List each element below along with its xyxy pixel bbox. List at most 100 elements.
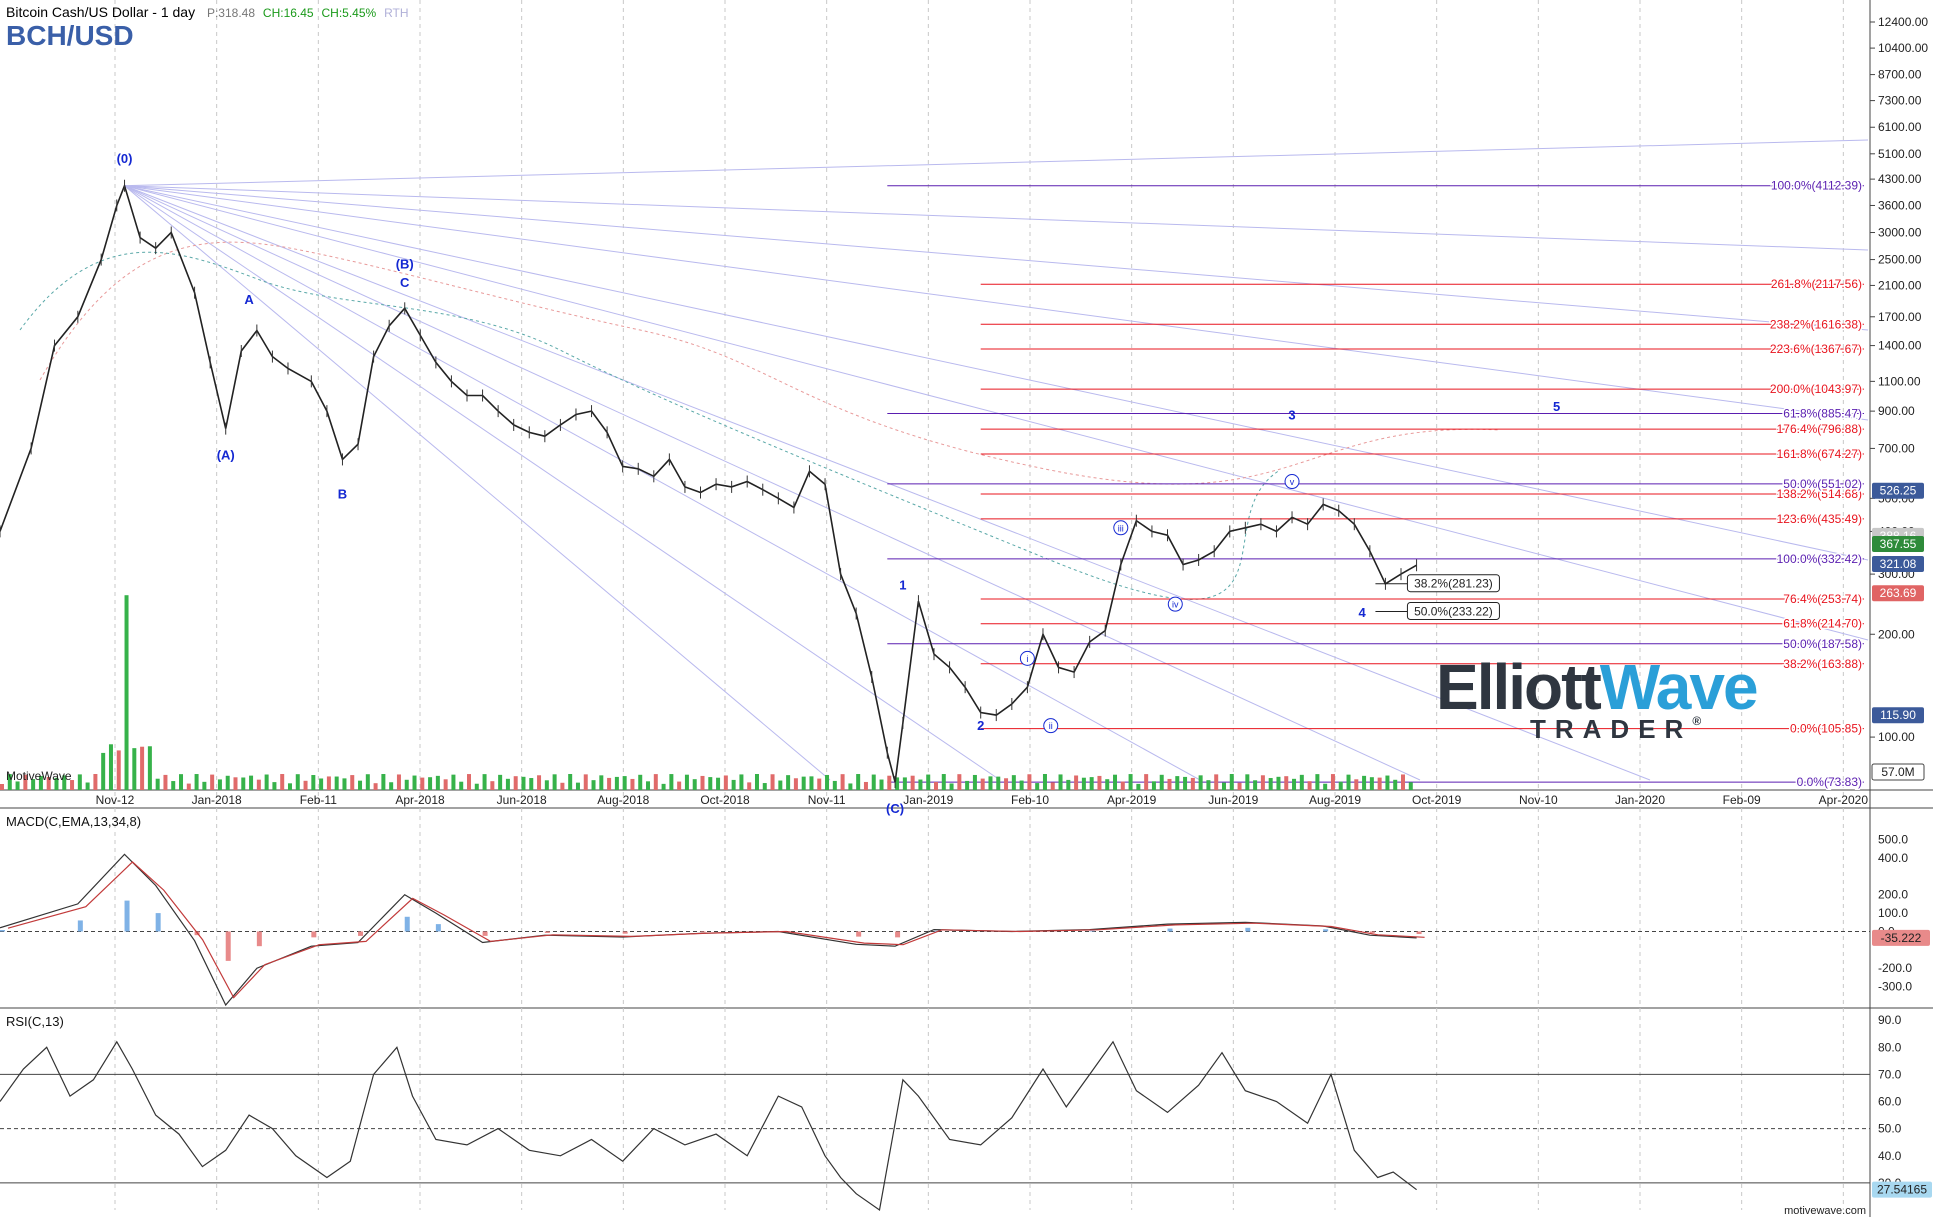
- price-tag-label: 367.55: [1880, 537, 1917, 551]
- y-tick-label: 1700.00: [1878, 310, 1922, 324]
- volume-bar: [560, 782, 565, 790]
- volume-bar: [513, 776, 518, 790]
- x-tick-label: Jan-2018: [192, 793, 242, 807]
- volume-bar: [926, 774, 931, 790]
- macd-value-tag: [1872, 929, 1930, 946]
- volume-bar: [202, 781, 207, 790]
- volume-bar: [140, 746, 145, 790]
- volume-bar: [653, 774, 658, 790]
- price-readout: P:318.48: [206, 6, 256, 20]
- volume-bar: [287, 783, 292, 790]
- volume-bar: [85, 782, 90, 790]
- fan-line: [124, 185, 1001, 781]
- macd-histogram-bar: [1369, 931, 1375, 933]
- volume-bar: [295, 774, 300, 790]
- volume-bar: [467, 774, 471, 790]
- x-tick-label: Aug-2018: [597, 793, 649, 807]
- volume-bar: [568, 774, 573, 790]
- volume-bar: [684, 774, 689, 790]
- fib-extension-label: 176.4%(796.88): [1777, 422, 1862, 436]
- price-tag: [1872, 482, 1924, 499]
- volume-bar: [443, 779, 448, 790]
- wave-label: 4: [1358, 605, 1366, 620]
- x-tick-label: Aug-2019: [1309, 793, 1361, 807]
- wave-label-circled: i: [1019, 650, 1035, 666]
- x-tick-label: Apr-2019: [1107, 793, 1157, 807]
- price-tag: [1872, 535, 1924, 552]
- volume-bar: [1120, 781, 1125, 790]
- wave-label-circled-text: ii: [1049, 721, 1053, 731]
- volume-bar: [1354, 779, 1359, 790]
- volume-bar: [1299, 774, 1304, 790]
- volume-bar: [101, 752, 106, 790]
- volume-bar: [622, 776, 627, 790]
- volume-bar: [186, 783, 191, 790]
- rsi-line: [0, 1040, 1417, 1212]
- volume-bar: [1074, 775, 1079, 790]
- fib-retracement-label: 100.0%(4112.39): [1771, 179, 1862, 193]
- x-tick-label: Apr-2020: [1819, 793, 1869, 807]
- volume-bar: [1268, 778, 1273, 790]
- volume-bar: [716, 777, 721, 790]
- volume-bar: [1097, 775, 1102, 790]
- volume-bar: [941, 774, 946, 790]
- fib-extension-label: 138.2%(514.68): [1777, 487, 1862, 501]
- wave-label: A: [244, 292, 254, 307]
- volume-bar: [1035, 783, 1040, 790]
- x-tick-label: Apr-2018: [395, 793, 445, 807]
- volume-bar: [1229, 774, 1234, 790]
- volume-bar: [358, 780, 363, 790]
- volume-bar: [303, 780, 308, 790]
- y-tick-label: 8700.00: [1878, 68, 1922, 82]
- wave-label-circled-text: v: [1290, 477, 1295, 487]
- fib-extension-label: 238.2%(1616.38): [1770, 317, 1862, 331]
- fan-line: [124, 185, 1421, 781]
- volume-bar: [1338, 781, 1343, 790]
- volume-bar: [171, 781, 176, 790]
- volume-tag: [1871, 763, 1925, 781]
- volume-bar: [474, 783, 479, 790]
- wave-label-circle: [1113, 520, 1129, 536]
- volume-bar: [451, 774, 456, 790]
- volume-bar: [1307, 781, 1312, 790]
- y-tick-label: 200.00: [1878, 627, 1915, 641]
- y-tick-label: 10400.00: [1878, 41, 1928, 55]
- volume-bar: [1058, 774, 1063, 790]
- volume-bar: [739, 774, 744, 790]
- volume-bar: [116, 750, 121, 790]
- fib-extension-label: 38.2%(163.88): [1783, 657, 1862, 671]
- fib-retracement-label: 50.0%(187.58): [1783, 637, 1862, 651]
- y-tick-label: 1100.00: [1878, 374, 1921, 388]
- volume-bar: [575, 782, 580, 790]
- macd-histogram-bar: [482, 931, 488, 936]
- volume-bar: [1245, 774, 1250, 790]
- macd-signal-line: [7, 861, 1425, 999]
- volume-bar: [1089, 777, 1094, 790]
- wave-label: (C): [886, 801, 904, 816]
- volume-bar: [934, 781, 938, 790]
- volume-bar: [404, 779, 409, 790]
- volume-bar: [1253, 780, 1258, 790]
- logo-subtitle: TRADER®: [1530, 714, 1701, 745]
- logo-word-trader: TRADER: [1530, 714, 1693, 744]
- volume-bar: [630, 778, 635, 790]
- logo-word-elliott: Elliott: [1436, 651, 1602, 723]
- x-tick-label: Feb-11: [300, 793, 337, 807]
- volume-bar: [918, 779, 923, 790]
- macd-histogram-bar: [435, 924, 441, 932]
- volume-tag-label: 57.0M: [1881, 765, 1914, 779]
- volume-bar: [949, 783, 954, 790]
- x-tick-label: Nov-10: [1519, 793, 1558, 807]
- volume-bar: [1198, 775, 1203, 790]
- volume-bar: [435, 775, 440, 790]
- fib-retracement-label: 61.8%(885.47): [1783, 407, 1862, 421]
- volume-bar: [54, 777, 59, 790]
- y-tick-label: 5100.00: [1878, 147, 1922, 161]
- volume-bar: [233, 777, 238, 790]
- volume-bar: [155, 778, 160, 790]
- volume-bar: [1362, 775, 1367, 790]
- macd-histogram-bar: [256, 931, 262, 947]
- elliott-wave-trader-logo: ElliottWave TRADER®: [1430, 650, 1760, 750]
- volume-bar: [583, 774, 588, 790]
- volume-bar: [1004, 778, 1009, 790]
